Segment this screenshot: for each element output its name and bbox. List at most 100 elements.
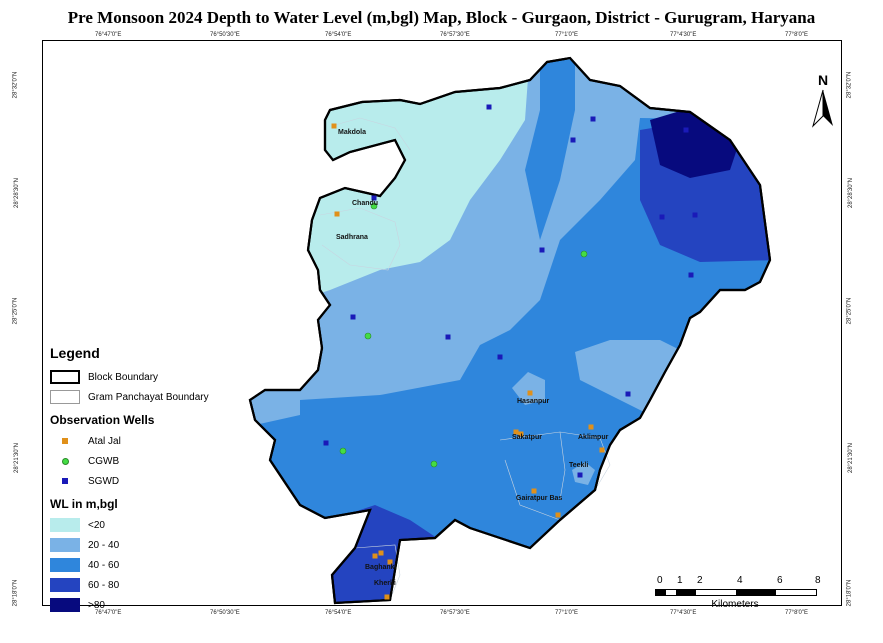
legend-wells-heading: Observation Wells: [50, 413, 155, 427]
well-marker-ataljal: [599, 447, 605, 453]
scale-bar: 0 1 2 4 6 8 Kilometers: [655, 575, 821, 610]
top-tick-label: 77°4'30"E: [670, 32, 697, 38]
well-marker-sgwd: [323, 440, 329, 446]
legend-class-0: <20: [50, 515, 250, 535]
bottom-tick-label: 77°1'0"E: [555, 610, 579, 616]
place-label-makdola: Makdola: [338, 129, 367, 136]
left-tick-label: 28°25'0"N: [12, 297, 19, 325]
well-marker-ataljal: [531, 488, 537, 494]
legend-label-class-1: 20 - 40: [88, 539, 120, 551]
scale-unit: Kilometers: [711, 599, 759, 610]
left-tick-label: 28°28'30"N: [14, 177, 21, 209]
legend-gp-boundary: Gram Panchayat Boundary: [50, 387, 250, 407]
zone-20-40-west: [250, 395, 300, 425]
zone-20-40-teekli: [572, 462, 595, 485]
well-marker-ataljal: [518, 431, 524, 437]
right-tick-label: 28°25'0"N: [846, 297, 853, 325]
legend-block-boundary: Block Boundary: [50, 367, 250, 387]
top-tick-label: 76°54'0"E: [325, 32, 352, 38]
place-label-sakatpur: Sakatpur: [512, 434, 542, 441]
well-marker-ataljal: [588, 424, 594, 430]
well-marker-sgwd: [371, 195, 377, 201]
well-marker-sgwd: [350, 314, 356, 320]
zone-20-40-hasanpur: [512, 372, 545, 405]
legend-class-1: 20 - 40: [50, 535, 250, 555]
legend-label-cgwb: CGWB: [88, 455, 120, 467]
top-tick-label: 76°57'30"E: [440, 32, 470, 38]
left-tick-label: 28°32'0"N: [12, 71, 19, 99]
right-tick-label: 28°18'0"N: [846, 579, 853, 607]
well-marker-cgwb: [339, 447, 347, 455]
legend-label-class-3: 60 - 80: [88, 579, 120, 591]
legend-swatch-class-1: [50, 538, 80, 552]
legend-swatch-class-4: [50, 598, 80, 612]
legend-well-cgwb: CGWB: [50, 451, 250, 471]
bottom-tick-label: 77°8'0"E: [785, 610, 809, 616]
well-marker-ataljal: [555, 512, 561, 518]
legend-well-ataljal: Atal Jal: [50, 431, 250, 451]
well-marker-sgwd: [625, 391, 631, 397]
top-tick-label: 77°8'0"E: [785, 32, 809, 38]
well-marker-sgwd: [445, 334, 451, 340]
legend-label-block: Block Boundary: [88, 371, 159, 383]
scale-bar-graphic: [655, 589, 817, 596]
bottom-tick-label: 76°54'0"E: [325, 610, 352, 616]
place-label-chandu: Chandu: [352, 200, 379, 207]
well-marker-ataljal: [513, 429, 519, 435]
top-tick-label: 76°47'0"E: [95, 32, 122, 38]
bottom-tick-label: 76°47'0"E: [95, 610, 122, 616]
well-marker-ataljal: [372, 553, 378, 559]
place-label-aklimpur: Aklimpur: [578, 434, 609, 441]
well-marker-cgwb: [430, 460, 438, 468]
well-marker-sgwd: [688, 272, 694, 278]
scale-tick-0: 0: [657, 575, 663, 586]
scale-tick-1: 1: [677, 575, 683, 586]
block-boundary-outline: [248, 56, 772, 605]
north-label: N: [817, 72, 829, 88]
legend-wl-heading: WL in m,bgl: [50, 497, 118, 511]
well-marker-sgwd: [590, 116, 596, 122]
well-marker-ataljal: [334, 211, 340, 217]
well-marker-cgwb: [580, 250, 588, 258]
well-marker-cgwb: [370, 202, 378, 210]
well-marker-sgwd: [577, 472, 583, 478]
well-marker-ataljal: [384, 594, 390, 600]
place-label-sadhrana: Sadhrana: [336, 234, 368, 241]
left-tick-label: 28°21'30"N: [14, 442, 21, 474]
legend-well-sgwd: SGWD: [50, 471, 250, 491]
place-label-kherki: Kherki: [374, 580, 396, 587]
bottom-tick-label: 76°57'30"E: [440, 610, 470, 616]
well-marker-sgwd: [539, 247, 545, 253]
legend-label-class-2: 40 - 60: [88, 559, 120, 571]
legend-label-class-4: >80: [88, 599, 105, 611]
north-arrow-icon: [812, 89, 833, 128]
north-arrow: N: [808, 72, 838, 135]
legend-class-2: 40 - 60: [50, 555, 250, 575]
legend-label-sgwd: SGWD: [88, 475, 120, 487]
well-marker-ataljal: [527, 390, 533, 396]
legend-swatch-class-2: [50, 558, 80, 572]
scale-tick-4: 6: [777, 575, 783, 586]
well-marker-ataljal: [331, 123, 337, 129]
well-marker-ataljal: [387, 559, 393, 565]
legend-swatch-block: [50, 370, 80, 384]
map-frame: [42, 40, 842, 606]
scale-tick-3: 4: [737, 575, 743, 586]
well-marker-ataljal: [378, 550, 384, 556]
bottom-tick-label: 77°4'30"E: [670, 610, 697, 616]
legend: Legend Block Boundary Gram Panchayat Bou…: [50, 345, 250, 615]
right-tick-label: 28°32'0"N: [846, 71, 853, 99]
legend-heading: Legend: [50, 345, 100, 361]
well-marker-sgwd: [570, 137, 576, 143]
place-label-gairatpur-bas: Gairatpur Bas: [516, 495, 563, 502]
legend-label-gp: Gram Panchayat Boundary: [88, 391, 209, 403]
well-marker-sgwd: [683, 127, 689, 133]
map-title: Pre Monsoon 2024 Depth to Water Level (m…: [67, 8, 816, 27]
observation-wells: [323, 104, 698, 600]
legend-swatch-gp: [50, 390, 80, 404]
legend-class-3: 60 - 80: [50, 575, 250, 595]
zone-40-60-north: [525, 60, 575, 240]
right-tick-label: 28°21'30"N: [848, 442, 855, 474]
legend-class-4: >80: [50, 595, 250, 615]
